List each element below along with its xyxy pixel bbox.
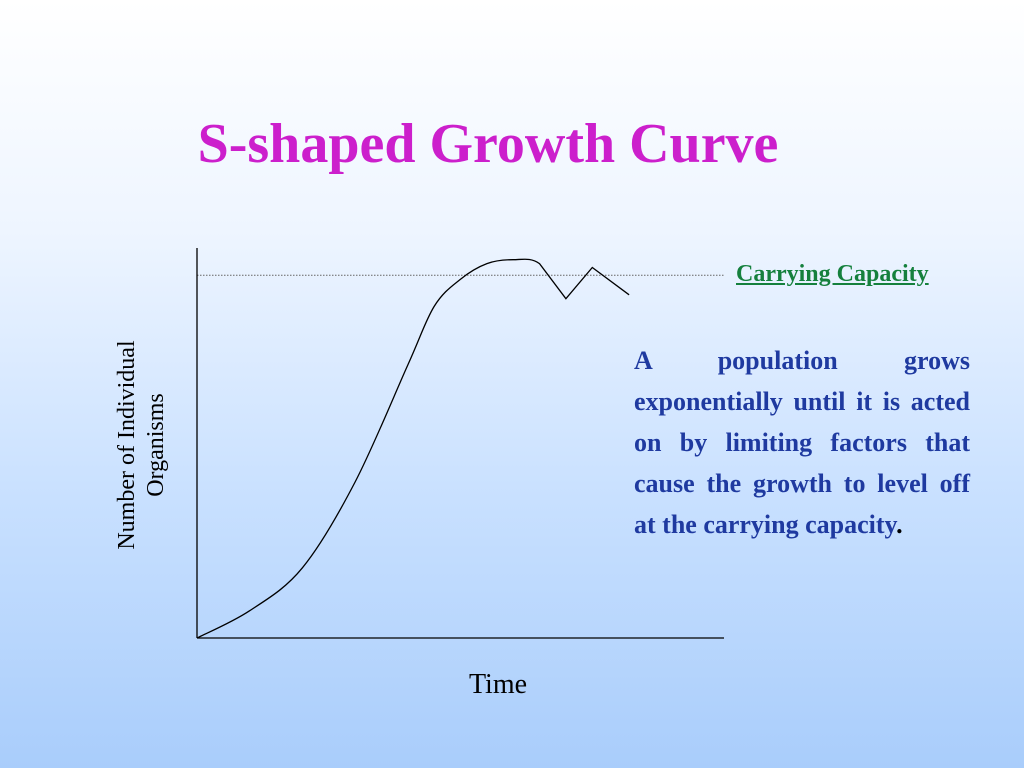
x-axis-label: Time — [468, 669, 528, 700]
y-axis-label-line-1: Number of Individual — [114, 340, 140, 550]
slide-title: S-shaped Growth Curve — [197, 113, 779, 175]
chart-layer — [196, 248, 724, 639]
y-axis-label-line-2: Organisms — [143, 393, 169, 497]
y-axis-label: Number of Individual Organisms — [113, 295, 171, 595]
carrying-capacity-label: Carrying Capacity — [736, 261, 929, 287]
growth-curve — [196, 258, 630, 639]
description-period: . — [896, 510, 903, 539]
description-body: A population grows exponentially until i… — [634, 346, 970, 539]
description-text: A population grows exponentially until i… — [634, 340, 970, 545]
